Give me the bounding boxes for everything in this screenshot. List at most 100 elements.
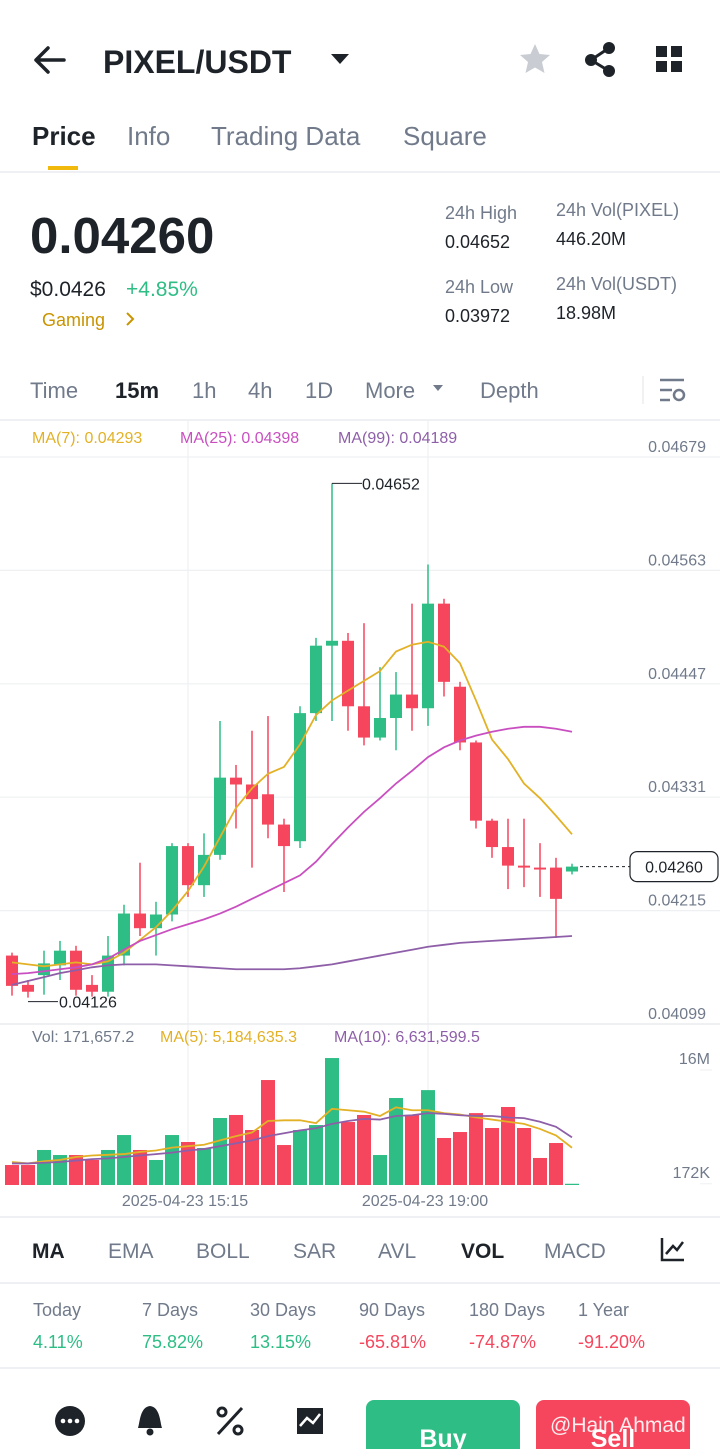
chart-tool-icon[interactable] — [660, 1238, 684, 1262]
ma-line — [11, 935, 573, 986]
usd-price: $0.0426 — [30, 278, 106, 301]
tab[interactable]: Price — [32, 121, 96, 151]
indicator-tab[interactable]: SAR — [293, 1240, 336, 1263]
legend-entry: MA(10): 6,631,599.5 — [334, 1029, 480, 1046]
sell-label[interactable]: Sell — [591, 1425, 635, 1449]
volume-bar — [181, 1142, 195, 1185]
volume-bar — [5, 1165, 19, 1185]
period-label: 90 Days — [359, 1300, 425, 1320]
sector-tag[interactable]: Gaming — [42, 310, 105, 330]
price-change: +4.85% — [126, 278, 198, 301]
volume-bar — [85, 1159, 99, 1185]
grid-icon[interactable] — [656, 46, 682, 72]
interval-tab[interactable]: Depth — [480, 378, 539, 403]
candle-body — [502, 847, 514, 866]
volume-bar — [245, 1130, 259, 1185]
volume-bar — [133, 1149, 147, 1185]
tab[interactable]: Trading Data — [211, 121, 361, 151]
volume-bar — [325, 1058, 339, 1185]
candle-body — [6, 955, 18, 986]
interval-tab[interactable]: 1D — [305, 378, 333, 403]
candle-body — [390, 694, 402, 719]
back-icon[interactable] — [34, 46, 66, 74]
volume-bar — [469, 1113, 483, 1185]
y-tick-label: 0.04679 — [648, 439, 706, 456]
interval-tab[interactable]: 1h — [192, 378, 216, 403]
candle-body — [422, 603, 434, 709]
stat-label: 24h High — [445, 203, 517, 223]
buy-label[interactable]: Buy — [419, 1425, 466, 1449]
candle-body — [166, 846, 178, 915]
candle-body — [262, 794, 274, 825]
y-tick-label: 0.04331 — [648, 779, 706, 796]
high-annotation: 0.04652 — [362, 476, 420, 493]
volume-bar — [117, 1135, 131, 1185]
candle-body — [326, 640, 338, 646]
last-price-label: 0.04260 — [645, 860, 703, 877]
interval-tab[interactable]: More — [365, 378, 415, 403]
buy-button[interactable] — [366, 1400, 520, 1449]
candle-body — [134, 913, 146, 929]
interval-tab[interactable]: 15m — [115, 378, 159, 403]
volume-bar — [501, 1106, 515, 1185]
volume-legend: Vol: 171,657.2 — [32, 1029, 134, 1046]
tab[interactable]: Square — [403, 121, 487, 151]
candle-body — [118, 913, 130, 956]
star-icon[interactable] — [520, 44, 550, 73]
trade-icon[interactable] — [297, 1408, 323, 1434]
indicator-tab[interactable]: MA — [32, 1240, 65, 1263]
indicator-tab[interactable]: EMA — [108, 1240, 154, 1263]
stat-value: 446.20M — [556, 229, 626, 249]
sell-button[interactable] — [536, 1400, 690, 1449]
candle-body — [86, 984, 98, 992]
more-icon[interactable] — [55, 1406, 85, 1436]
volume-bar — [293, 1130, 307, 1185]
volume-bar — [229, 1114, 243, 1185]
pair-title[interactable]: PIXEL/USDT — [103, 44, 292, 80]
volume-bar — [373, 1155, 387, 1185]
x-tick-label: 2025-04-23 15:15 — [122, 1193, 248, 1210]
interval-tab[interactable]: Time — [30, 378, 78, 403]
indicator-tab[interactable]: AVL — [378, 1240, 416, 1263]
caret-icon[interactable] — [331, 54, 349, 64]
candle-body — [374, 718, 386, 738]
candle-body — [38, 963, 50, 976]
period-change: 13.15% — [250, 1332, 311, 1352]
candle-body — [214, 777, 226, 855]
candle-body — [438, 603, 450, 682]
watermark: @Hain Ahmad — [550, 1414, 686, 1437]
volume-bar — [21, 1165, 35, 1185]
candle-body — [566, 866, 578, 872]
ma-line — [11, 725, 573, 976]
legend-entry: MA(25): 0.04398 — [180, 430, 299, 447]
alert-icon[interactable] — [138, 1406, 162, 1436]
candle-body — [550, 867, 562, 899]
stat-label: 24h Low — [445, 277, 514, 297]
caret-icon — [433, 385, 443, 391]
candle-body — [294, 713, 306, 842]
candle-body — [310, 645, 322, 714]
indicator-tab[interactable]: MACD — [544, 1240, 606, 1263]
stat-value: 0.04652 — [445, 232, 510, 252]
candle-body — [358, 706, 370, 738]
settings-icon[interactable] — [660, 378, 686, 402]
stat-label: 24h Vol(PIXEL) — [556, 200, 679, 220]
tab[interactable]: Info — [127, 121, 170, 151]
share-icon[interactable] — [585, 42, 615, 77]
y-tick-label: 0.04099 — [648, 1006, 706, 1023]
period-change: 75.82% — [142, 1332, 203, 1352]
fee-icon[interactable] — [216, 1406, 244, 1436]
legend-entry: MA(5): 5,184,635.3 — [160, 1029, 297, 1046]
volume-tick-label: 16M — [679, 1051, 710, 1068]
indicator-tab[interactable]: BOLL — [196, 1240, 250, 1263]
interval-tab[interactable]: 4h — [248, 378, 272, 403]
y-tick-label: 0.04215 — [648, 893, 706, 910]
volume-bar — [549, 1143, 563, 1185]
indicator-tab[interactable]: VOL — [461, 1240, 504, 1263]
volume-bar — [389, 1098, 403, 1185]
y-tick-label: 0.04447 — [648, 666, 706, 683]
last-price-box — [629, 851, 719, 883]
volume-ma-line — [11, 1106, 573, 1165]
volume-bar — [357, 1114, 371, 1185]
candle-body — [406, 694, 418, 709]
